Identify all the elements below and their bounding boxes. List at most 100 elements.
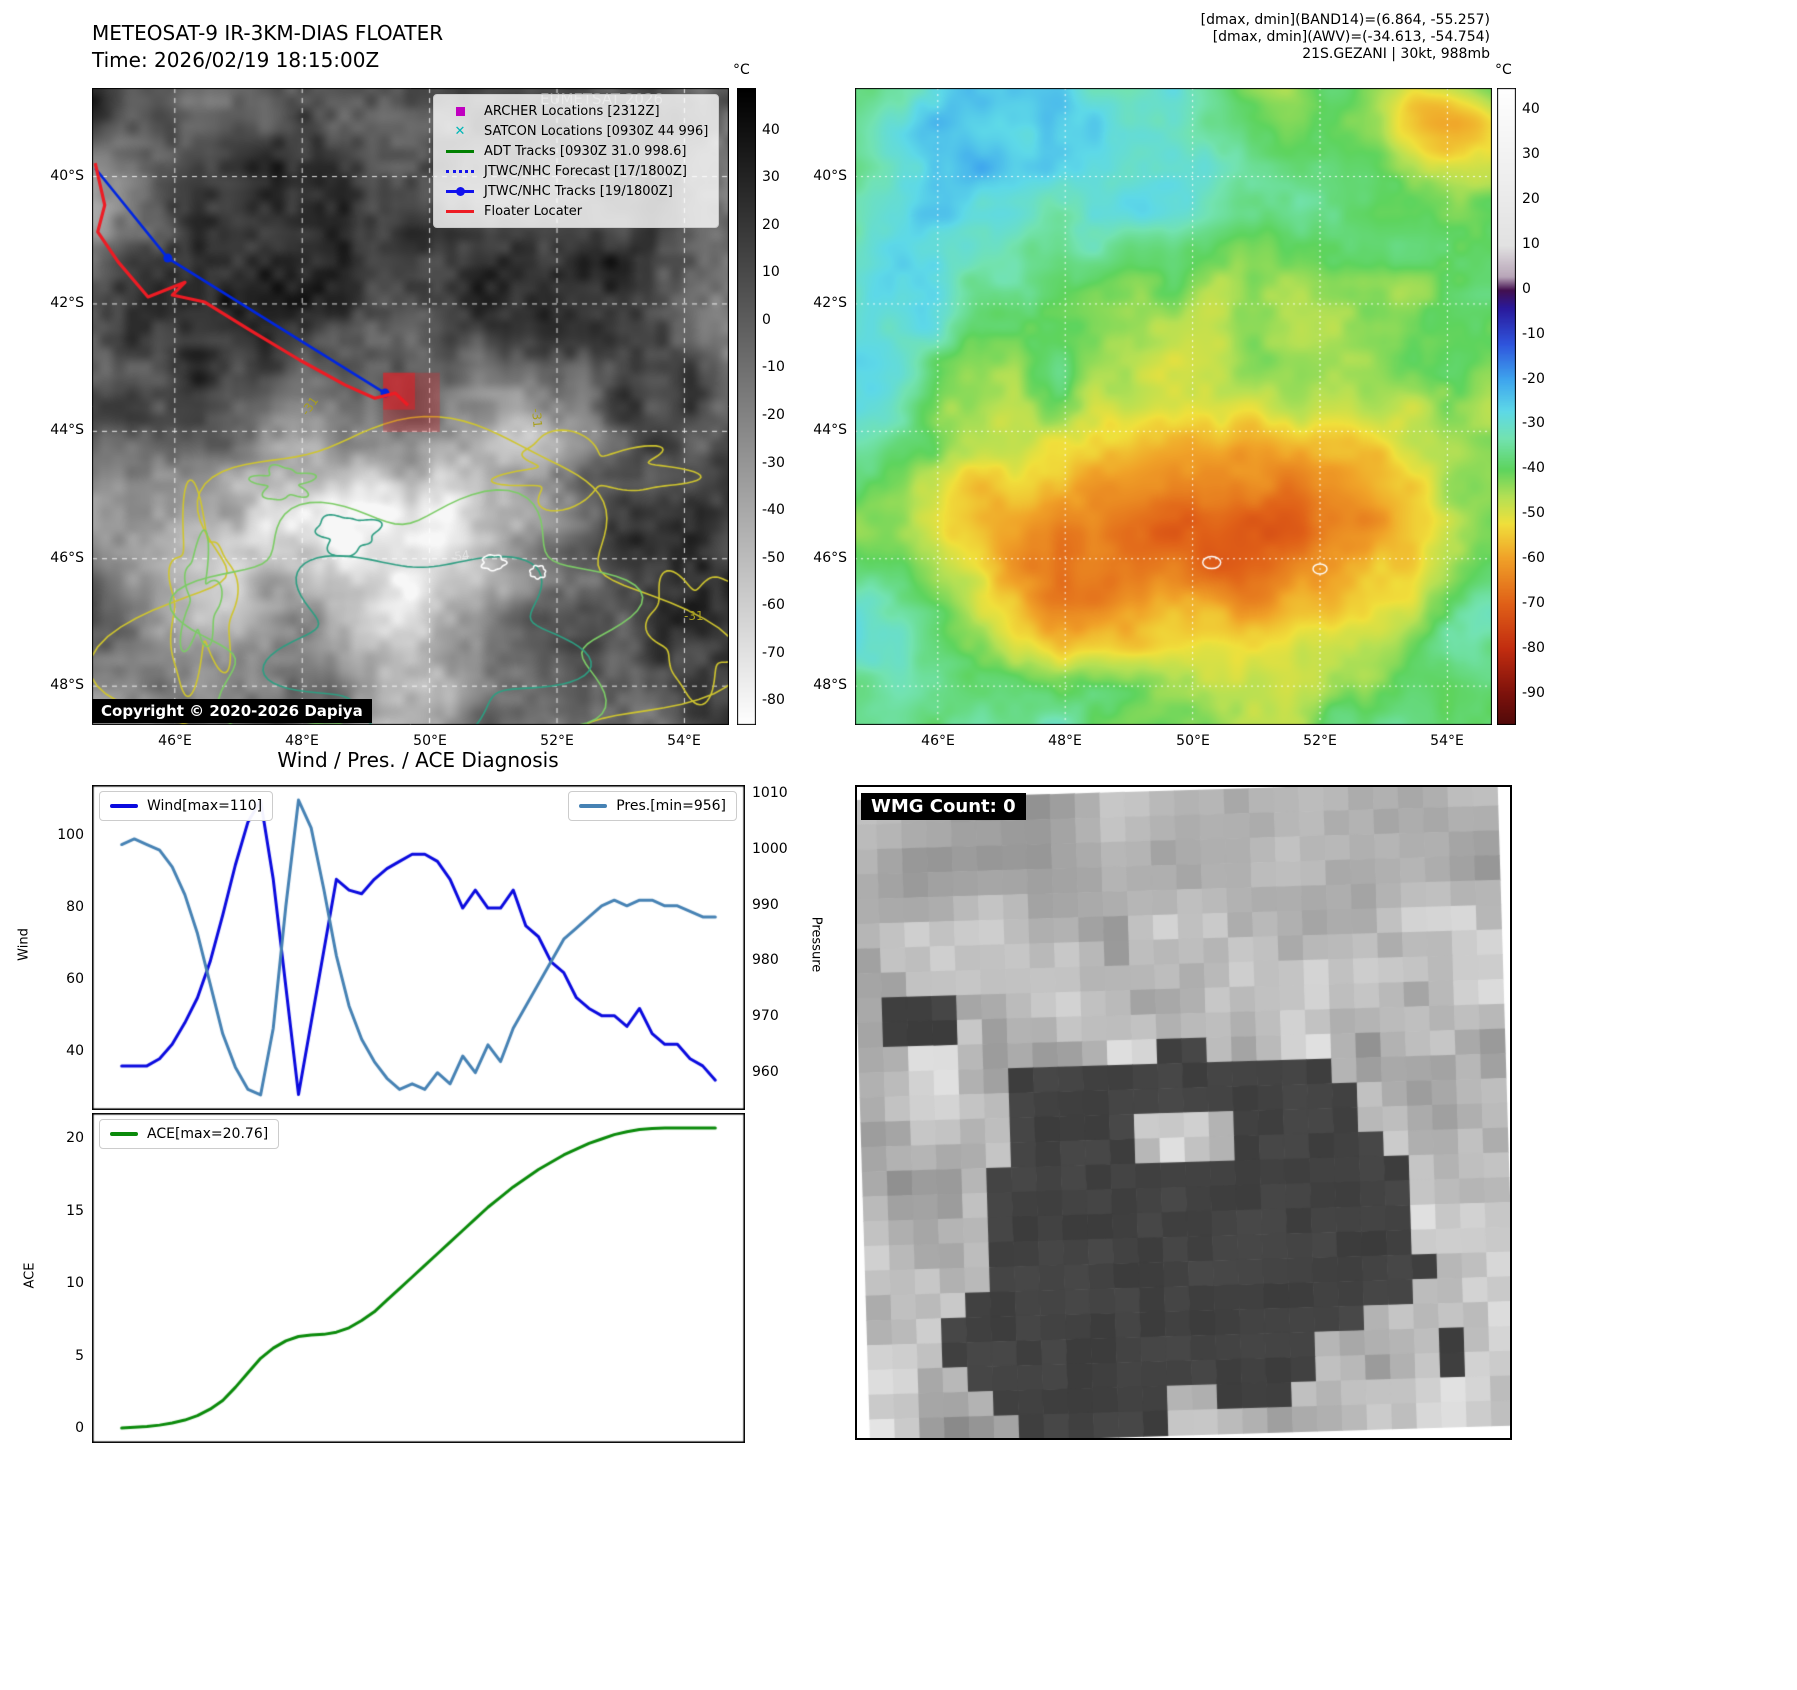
archer-square-icon	[444, 106, 476, 116]
awv-colorbar-tick: 0	[1522, 281, 1531, 297]
pressure-axis-tick-label: 970	[752, 1008, 779, 1024]
jtwc-track-line-icon	[444, 186, 476, 196]
awv-colorbar-tick: -40	[1522, 460, 1545, 476]
awv-colorbar-tick: -90	[1522, 685, 1545, 701]
ir-title-block: METEOSAT-9 IR-3KM-DIAS FLOATER Time: 202…	[92, 20, 443, 74]
ace-legend: ACE[max=20.76]	[99, 1119, 280, 1149]
awv-colorbar-tick: -60	[1522, 550, 1545, 566]
ace-axis-tick-label: 10	[66, 1275, 84, 1291]
ace-legend-label: ACE[max=20.76]	[147, 1126, 269, 1142]
pressure-axis-tick-label: 1010	[752, 785, 788, 801]
ir-colorbar-tick: -70	[762, 645, 785, 661]
ir-colorbar-tick: -40	[762, 502, 785, 518]
ir-colorbar-tick: 30	[762, 169, 780, 185]
awv-colorbar-unit: °C	[1495, 62, 1512, 78]
ir-y-tick-label: 42°S	[50, 295, 84, 311]
ir-map-legend: ARCHER Locations [2312Z] ✕ SATCON Location…	[433, 94, 720, 228]
wmg-pixel-map[interactable]	[857, 787, 1510, 1438]
wind-axis-tick-label: 60	[66, 971, 84, 987]
ir-contour-label: -54	[449, 547, 471, 565]
ir-legend-item: JTWC/NHC Tracks [19/1800Z]	[444, 181, 708, 201]
awv-colorbar-tick: -10	[1522, 326, 1545, 342]
ir-x-tick-label: 52°E	[540, 733, 574, 749]
ace-axis-tick-label: 20	[66, 1130, 84, 1146]
awv-colorbar-tick: 10	[1522, 236, 1540, 252]
ace-chart[interactable]	[92, 1113, 745, 1443]
wind-legend: Wind[max=110]	[99, 791, 274, 821]
wind-axis-tick-label: 80	[66, 899, 84, 915]
ir-colorbar-tick: -20	[762, 407, 785, 423]
wind-axis-tick-label: 40	[66, 1043, 84, 1059]
awv-x-tick-label: 50°E	[1176, 733, 1210, 749]
awv-y-tick-label: 42°S	[813, 295, 847, 311]
ir-legend-label: ARCHER Locations [2312Z]	[484, 103, 660, 119]
awv-header-band14: [dmax, dmin](BAND14)=(6.864, -55.257)	[1200, 12, 1490, 28]
ir-colorbar-tick: 0	[762, 312, 771, 328]
ir-colorbar-tick: -30	[762, 455, 785, 471]
diag-title: Wind / Pres. / ACE Diagnosis	[277, 748, 559, 772]
ace-axis-tick-label: 5	[75, 1348, 84, 1364]
awv-colorbar-tick: 20	[1522, 191, 1540, 207]
ir-colorbar-unit: °C	[733, 62, 750, 78]
awv-header-block: [dmax, dmin](BAND14)=(6.864, -55.257) [d…	[950, 12, 1490, 63]
wind-pressure-chart[interactable]	[92, 785, 745, 1110]
ir-colorbar	[737, 88, 756, 725]
awv-colorbar-tick: 40	[1522, 101, 1540, 117]
pressure-legend: Pres.[min=956]	[568, 791, 737, 821]
ir-colorbar-tick: 40	[762, 122, 780, 138]
awv-y-tick-label: 46°S	[813, 550, 847, 566]
floater-line-icon	[444, 209, 476, 213]
ir-colorbar-tick: -50	[762, 550, 785, 566]
awv-header-storm: 21S.GEZANI | 30kt, 988mb	[1302, 46, 1490, 62]
ir-colorbar-tick: 20	[762, 217, 780, 233]
wmg-count-badge: WMG Count: 0	[861, 793, 1026, 820]
awv-colorbar	[1497, 88, 1516, 725]
ir-x-tick-label: 50°E	[413, 733, 447, 749]
awv-colorbar-tick: 30	[1522, 146, 1540, 162]
ir-legend-label: SATCON Locations [0930Z 44 996]	[484, 123, 709, 139]
awv-colorbar-tick: -50	[1522, 505, 1545, 521]
pressure-line-swatch-icon	[579, 804, 608, 808]
awv-colorbar-tick: -20	[1522, 371, 1545, 387]
ir-legend-item: Floater Locater	[444, 201, 708, 221]
awv-colorbar-tick: -80	[1522, 640, 1545, 656]
forecast-dotted-line-icon	[444, 169, 476, 173]
awv-x-tick-label: 48°E	[1048, 733, 1082, 749]
ir-legend-label: Floater Locater	[484, 203, 583, 219]
wind-legend-label: Wind[max=110]	[147, 798, 263, 814]
awv-colorbar-tick: -70	[1522, 595, 1545, 611]
wind-line-swatch-icon	[110, 804, 138, 808]
awv-x-tick-label: 54°E	[1430, 733, 1464, 749]
ir-colorbar-tick: -80	[762, 692, 785, 708]
ir-contour-label: -31	[684, 609, 704, 623]
copyright-badge: Copyright © 2020-2026 Dapiya	[92, 699, 372, 723]
awv-y-tick-label: 44°S	[813, 422, 847, 438]
ace-axis-tick-label: 0	[75, 1420, 84, 1436]
ir-contour-label: -31	[528, 407, 545, 429]
ir-legend-item: ✕ SATCON Locations [0930Z 44 996]	[444, 121, 709, 141]
ir-y-tick-label: 48°S	[50, 677, 84, 693]
ir-x-tick-label: 54°E	[667, 733, 701, 749]
pressure-axis-tick-label: 980	[752, 952, 779, 968]
ir-legend-label: JTWC/NHC Tracks [19/1800Z]	[484, 183, 673, 199]
adt-line-icon	[444, 149, 476, 153]
ir-panel-time: Time: 2026/02/19 18:15:00Z	[92, 48, 380, 72]
ir-x-tick-label: 48°E	[285, 733, 319, 749]
awv-colorbar-tick: -30	[1522, 415, 1545, 431]
ir-x-tick-label: 46°E	[158, 733, 192, 749]
awv-x-tick-label: 52°E	[1303, 733, 1337, 749]
ir-legend-item: ARCHER Locations [2312Z]	[444, 101, 708, 121]
ir-y-tick-label: 46°S	[50, 550, 84, 566]
wmg-panel: WMG Count: 0	[855, 785, 1512, 1440]
wind-axis-label: Wind	[16, 928, 32, 961]
ir-colorbar-tick: -10	[762, 359, 785, 375]
pressure-legend-label: Pres.[min=956]	[616, 798, 726, 814]
awv-temperature-map[interactable]	[855, 88, 1492, 725]
ir-legend-label: ADT Tracks [0930Z 31.0 998.6]	[484, 143, 687, 159]
wind-axis-tick-label: 100	[57, 827, 84, 843]
awv-y-tick-label: 48°S	[813, 677, 847, 693]
awv-header-awv: [dmax, dmin](AWV)=(-34.613, -54.754)	[1212, 29, 1490, 45]
ir-panel-title: METEOSAT-9 IR-3KM-DIAS FLOATER	[92, 21, 444, 45]
pressure-axis-label: Pressure	[808, 916, 824, 973]
